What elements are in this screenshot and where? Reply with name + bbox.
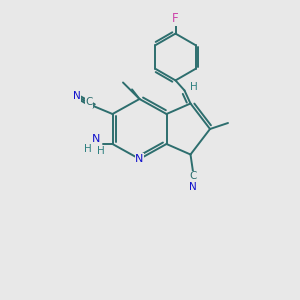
Text: N: N xyxy=(73,91,81,101)
Text: N: N xyxy=(189,182,197,192)
Text: H: H xyxy=(97,146,105,156)
Text: C: C xyxy=(85,97,93,107)
Text: H: H xyxy=(190,82,198,92)
Text: F: F xyxy=(172,12,179,25)
Text: N: N xyxy=(92,134,100,145)
Text: N: N xyxy=(135,154,144,164)
Text: C: C xyxy=(189,171,197,182)
Text: H: H xyxy=(84,144,92,154)
